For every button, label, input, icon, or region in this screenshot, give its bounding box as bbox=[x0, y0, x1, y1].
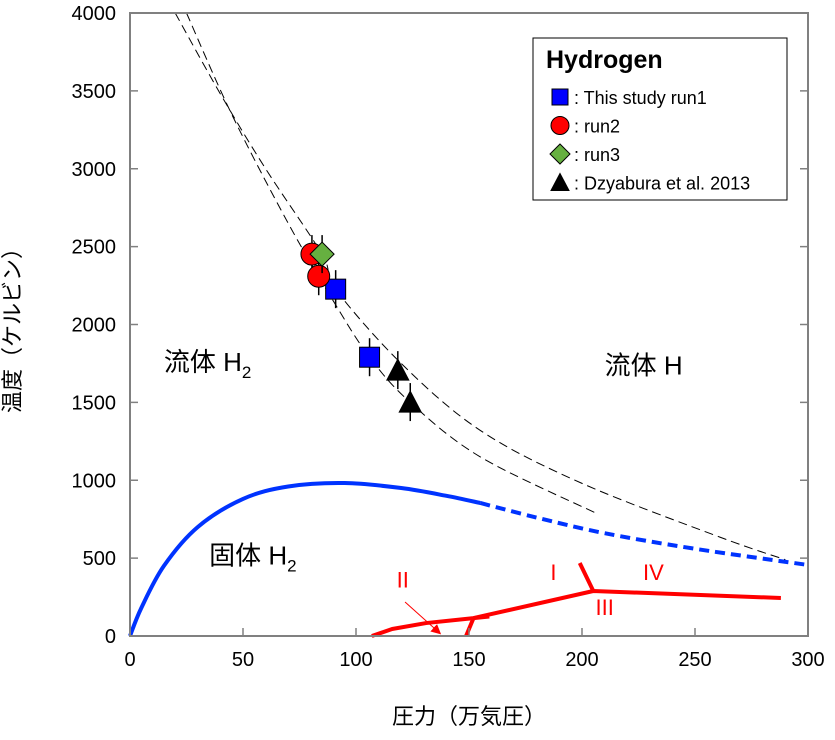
curve-solid-red-4 bbox=[371, 588, 781, 638]
curve-solid-red-6 bbox=[473, 614, 490, 621]
legend-marker-diamond bbox=[549, 143, 571, 165]
y-tick-label: 1500 bbox=[72, 392, 117, 414]
x-tick-label: 0 bbox=[124, 649, 135, 671]
legend-marker-circle bbox=[550, 116, 570, 135]
y-tick-label: 4000 bbox=[72, 3, 117, 25]
data-point-triangle bbox=[398, 389, 423, 413]
x-tick-label: 300 bbox=[791, 649, 824, 671]
curve-dashed-thick-3 bbox=[479, 501, 809, 567]
legend-box bbox=[532, 37, 788, 201]
legend-entry-label: : This study run1 bbox=[574, 88, 707, 108]
x-axis-label: 圧力（万気圧） bbox=[392, 704, 546, 729]
curve-dashed-thin-0 bbox=[174, 12, 786, 561]
legend-title: Hydrogen bbox=[546, 46, 663, 74]
region-label: IV bbox=[643, 560, 664, 585]
curve-solid-red-7 bbox=[577, 562, 596, 592]
arrow-pointer bbox=[404, 601, 442, 635]
y-tick-label: 1000 bbox=[72, 470, 117, 492]
y-tick-label: 0 bbox=[105, 626, 116, 648]
curves-layer bbox=[128, 12, 809, 638]
y-tick-label: 3000 bbox=[72, 159, 117, 181]
region-label: 流体 H2 bbox=[164, 347, 251, 382]
legend-marker-square bbox=[551, 88, 569, 106]
data-point-square bbox=[325, 278, 347, 300]
curve-dashed-thin-1 bbox=[186, 12, 596, 514]
region-label: 流体 H bbox=[605, 350, 683, 380]
x-tick-label: 200 bbox=[565, 649, 598, 671]
region-label: II bbox=[397, 568, 409, 593]
data-point-square bbox=[359, 346, 381, 368]
y-tick-label: 2000 bbox=[72, 315, 117, 337]
axes: 0 500 1000 1500 2000 2500 3000 3500 4000 0 50 100 15… bbox=[72, 3, 825, 671]
y-tick-label: 2500 bbox=[72, 237, 117, 259]
data-point-circle bbox=[307, 264, 331, 288]
x-tick-label: 100 bbox=[339, 649, 372, 671]
legend-entry-label: : run2 bbox=[574, 117, 620, 137]
region-label: 固体 H2 bbox=[209, 540, 296, 575]
y-axis-label: 温度（ケルビン） bbox=[0, 237, 25, 413]
legend-entry-label: : Dzyabura et al. 2013 bbox=[574, 174, 750, 194]
y-tick-label: 500 bbox=[83, 548, 116, 570]
legend-entry-label: : run3 bbox=[574, 145, 620, 165]
points-layer bbox=[300, 235, 423, 422]
data-point-triangle bbox=[385, 358, 410, 381]
legend-marker-triangle bbox=[550, 172, 570, 191]
curve-solid-thick-2 bbox=[128, 481, 481, 637]
region-label: I bbox=[550, 560, 556, 585]
x-tick-label: 150 bbox=[452, 649, 485, 671]
curve-solid-red-5 bbox=[464, 617, 476, 637]
legend: Hydrogen : This study run1 : run2 : run3 : … bbox=[532, 37, 788, 201]
x-tick-label: 50 bbox=[232, 649, 254, 671]
region-label: III bbox=[596, 595, 614, 620]
data-point-diamond bbox=[309, 241, 335, 267]
y-tick-label: 3500 bbox=[72, 81, 117, 103]
x-tick-label: 250 bbox=[678, 649, 711, 671]
